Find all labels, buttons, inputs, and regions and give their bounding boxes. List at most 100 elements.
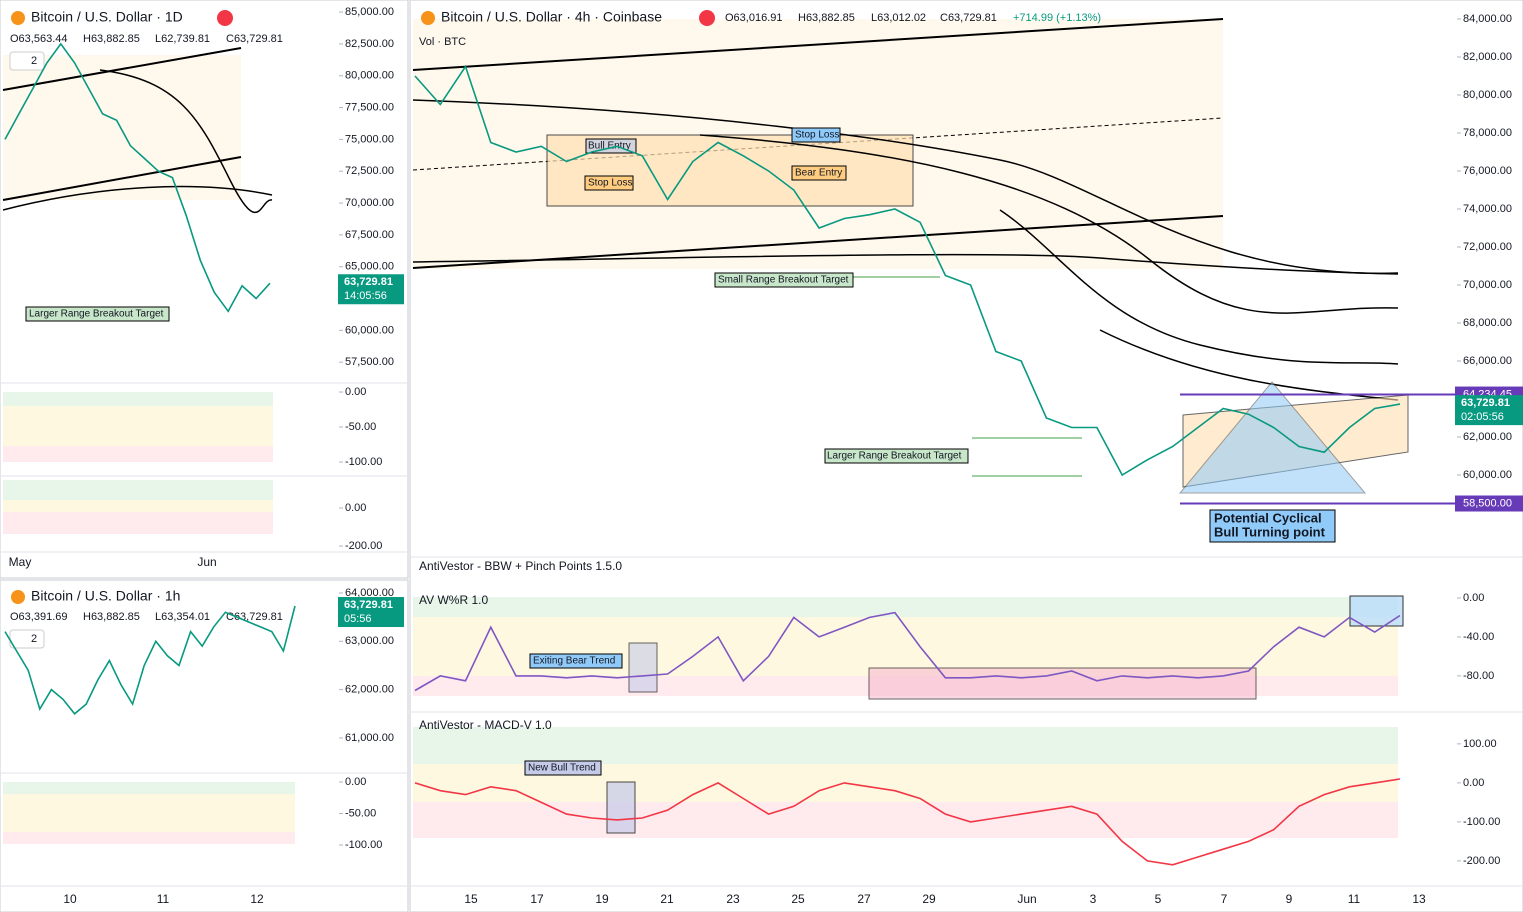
- y-tick-label: 70,000.00: [345, 197, 394, 209]
- annotation: Bear Entry: [795, 168, 842, 179]
- channel-line: [412, 18, 1224, 71]
- x-tick-label: 13: [1412, 892, 1426, 906]
- label-box: [524, 760, 602, 776]
- collapse-button[interactable]: [9, 51, 45, 71]
- label-box: [791, 165, 847, 181]
- x-tick-label: 25: [791, 892, 805, 906]
- x-tick-label: 21: [660, 892, 674, 906]
- y-tick-label: -80.00: [1463, 670, 1494, 682]
- highlight-box: [606, 781, 636, 834]
- y-tick-label: -100.00: [345, 456, 382, 468]
- annotation: Larger Range Breakout Target: [827, 451, 962, 462]
- label-box: [584, 175, 634, 191]
- y-tick-label: 80,000.00: [345, 70, 394, 82]
- zone-band: [3, 500, 273, 512]
- series-line: [414, 778, 1401, 866]
- y-tick-label: 0.00: [345, 502, 366, 514]
- x-tick-label: 17: [530, 892, 544, 906]
- price-badge: [1455, 395, 1523, 426]
- ohlc-low: L63,354.01: [155, 611, 210, 623]
- ohlc-close: C63,729.81: [940, 12, 997, 24]
- y-tick-label: 0.00: [345, 386, 366, 398]
- y-tick-label: 0.00: [345, 776, 366, 788]
- y-tick-label: 72,500.00: [345, 165, 394, 177]
- annotation: Exiting Bear Trend: [533, 656, 615, 667]
- x-tick-label: 23: [726, 892, 740, 906]
- y-tick-label: 70,000.00: [1463, 279, 1512, 291]
- y-tick-label: 61,000.00: [345, 732, 394, 744]
- y-tick-label: 76,000.00: [1463, 165, 1512, 177]
- countdown: 02:05:56: [1461, 411, 1504, 423]
- ohlc-high: H63,882.85: [83, 33, 140, 45]
- label-box: [791, 127, 841, 143]
- y-tick-label: 85,000.00: [345, 6, 394, 18]
- ohlc-change: +714.99 (+1.13%): [1013, 12, 1101, 24]
- x-tick-label: May: [9, 555, 32, 569]
- collapse-count: 2: [31, 55, 37, 67]
- collapse-button[interactable]: [9, 629, 45, 649]
- zone-band: [3, 406, 273, 446]
- price-badge: [338, 597, 404, 628]
- x-tick-label: 3: [1090, 892, 1097, 906]
- price-badge-value: 63,729.81: [344, 276, 393, 288]
- ohlc-high: H63,882.85: [83, 611, 140, 623]
- annotation: Small Range Breakout Target: [718, 275, 849, 286]
- y-tick-label: 77,500.00: [345, 101, 394, 113]
- y-tick-label: 100.00: [1463, 738, 1497, 750]
- coin-icon: [11, 11, 25, 25]
- x-tick-label: Jun: [1017, 892, 1036, 906]
- y-tick-label: 64,000.00: [345, 587, 394, 599]
- ohlc-open: O63,016.91: [725, 12, 783, 24]
- y-tick-label: -50.00: [345, 807, 376, 819]
- x-tick-label: 27: [857, 892, 871, 906]
- hourly-panel: [0, 579, 409, 912]
- symbol-title: Bitcoin / U.S. Dollar · 1D: [31, 9, 183, 25]
- series-line: [414, 64, 1401, 477]
- annotation: New Bull Trend: [528, 763, 596, 774]
- y-tick-label: 60,000.00: [1463, 469, 1512, 481]
- annotation: Stop Loss: [588, 178, 632, 189]
- annotation: Bull Entry: [588, 141, 631, 152]
- y-tick-label: 63,000.00: [345, 635, 394, 647]
- zone-band: [3, 392, 273, 406]
- annotation: Stop Loss: [795, 130, 839, 141]
- x-tick-label: 19: [595, 892, 609, 906]
- countdown: 14:05:56: [344, 290, 387, 302]
- y-tick-label: 0.00: [1463, 592, 1484, 604]
- annotation: Potential Cyclical: [1214, 510, 1322, 525]
- series-line: [4, 42, 271, 313]
- y-tick-label: -200.00: [1463, 855, 1500, 867]
- annotation: Bull Turning point: [1214, 524, 1326, 539]
- y-tick-label: 74,000.00: [1463, 203, 1512, 215]
- ohlc-low: L62,739.81: [155, 33, 210, 45]
- warning-icon[interactable]: [217, 10, 233, 26]
- y-tick-label: 68,000.00: [1463, 317, 1512, 329]
- collapse-count: 2: [31, 633, 37, 645]
- label-box: [529, 653, 623, 669]
- x-tick-label: 11: [157, 892, 170, 906]
- x-tick-label: 10: [63, 892, 77, 906]
- y-tick-label: 78,000.00: [1463, 127, 1512, 139]
- annotation: Larger Range Breakout Target: [29, 309, 164, 320]
- series-line: [414, 611, 1401, 692]
- y-tick-label: 65,000.00: [345, 261, 394, 273]
- indicator-title: AntiVestor - BBW + Pinch Points 1.5.0: [419, 559, 622, 573]
- zone-band: [3, 480, 273, 500]
- zone-band: [413, 597, 1398, 617]
- y-tick-label: -50.00: [345, 421, 376, 433]
- moving-average: [999, 209, 1399, 365]
- y-tick-label: 60,000.00: [345, 324, 394, 336]
- y-tick-label: 62,000.00: [345, 684, 394, 696]
- zone-band: [3, 832, 295, 844]
- label-box: [25, 306, 170, 322]
- x-tick-label: 7: [1221, 892, 1228, 906]
- y-tick-label: 62,000.00: [1463, 431, 1512, 443]
- ohlc-high: H63,882.85: [798, 12, 855, 24]
- label-box: [824, 448, 969, 464]
- y-tick-label: 75,000.00: [345, 133, 394, 145]
- price-badge-value: 63,729.81: [1461, 397, 1510, 409]
- zone-band: [3, 446, 273, 462]
- warning-icon[interactable]: [699, 10, 715, 26]
